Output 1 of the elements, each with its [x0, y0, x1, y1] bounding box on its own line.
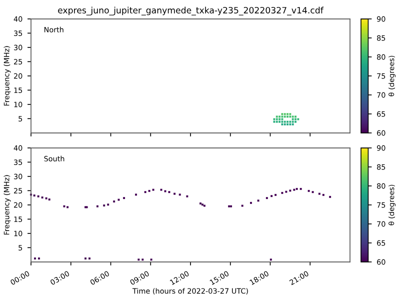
chart-title: expres_juno_jupiter_ganymede_txka-y235_20220327_v14.cdf [58, 6, 324, 16]
